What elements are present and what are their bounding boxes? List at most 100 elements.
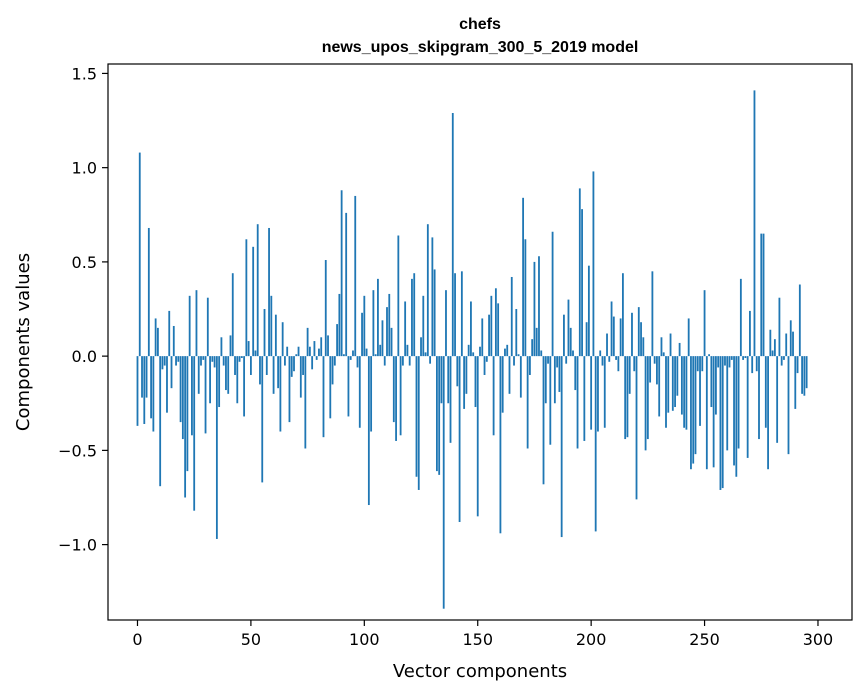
bar-198 (585, 322, 588, 357)
bar-20 (181, 356, 184, 440)
bar-71 (297, 346, 300, 357)
y-tick-label: −1.0 (58, 536, 97, 555)
bar-63 (279, 356, 282, 432)
bar-195 (578, 188, 581, 357)
bar-226 (649, 356, 652, 383)
bar-259 (724, 356, 726, 366)
bar-202 (594, 356, 597, 532)
bar-36 (218, 356, 221, 408)
bar-147 (470, 301, 472, 357)
bar-209 (610, 301, 613, 357)
bar-30 (204, 356, 207, 434)
bar-139 (451, 113, 454, 357)
bar-189 (565, 356, 568, 364)
bar-118 (404, 301, 407, 357)
bar-105 (374, 354, 377, 357)
bar-272 (753, 90, 756, 357)
bar-238 (676, 356, 679, 396)
bar-164 (508, 356, 511, 394)
bar-13 (166, 356, 168, 413)
bar-225 (646, 356, 649, 440)
bar-285 (783, 356, 785, 360)
bar-178 (540, 350, 543, 357)
bar-181 (547, 356, 549, 364)
bar-38 (222, 356, 225, 366)
bar-161 (501, 356, 504, 413)
bar-289 (792, 331, 794, 357)
bar-260 (726, 356, 729, 451)
bar-52 (254, 350, 257, 357)
bar-48 (245, 239, 248, 357)
bar-184 (553, 356, 556, 404)
plot-frame (107, 63, 853, 621)
x-tick-label: 50 (241, 630, 261, 649)
bar-295 (805, 356, 808, 389)
y-axis-ticks: −1.0 −0.5 0.0 0.5 1.0 1.5 (58, 64, 108, 555)
bar-51 (252, 246, 255, 357)
bar-293 (801, 356, 804, 394)
y-tick-label: 1.0 (72, 159, 97, 178)
bar-14 (168, 310, 171, 357)
bar-276 (762, 233, 765, 357)
x-tick-label: 250 (689, 630, 720, 649)
bar-201 (592, 171, 595, 357)
bar-46 (240, 356, 243, 359)
bar-58 (268, 227, 270, 357)
bar-266 (739, 278, 742, 357)
bar-221 (637, 307, 640, 357)
bar-283 (778, 297, 781, 357)
bar-122 (413, 273, 416, 357)
x-tick-label: 100 (349, 630, 380, 649)
bar-268 (744, 356, 747, 359)
chart-subtitle: news_upos_skipgram_300_5_2019 model (322, 39, 639, 56)
bar-50 (249, 356, 252, 375)
bar-291 (796, 356, 799, 374)
bar-185 (556, 356, 559, 368)
bar-57 (265, 356, 268, 375)
bar-17 (175, 356, 177, 366)
bar-288 (789, 320, 792, 357)
bar-227 (651, 271, 654, 357)
bar-231 (660, 337, 663, 357)
bar-271 (751, 356, 754, 374)
bar-248 (699, 356, 701, 426)
x-axis-label: Vector components (393, 661, 567, 682)
bar-292 (798, 284, 801, 357)
bar-148 (472, 352, 475, 357)
bar-35 (215, 356, 218, 539)
bar-49 (247, 341, 250, 357)
bar-109 (383, 356, 386, 366)
bar-245 (692, 356, 695, 464)
bar-258 (721, 356, 724, 489)
bar-233 (665, 356, 667, 428)
bar-239 (678, 342, 681, 357)
bar-212 (617, 356, 620, 372)
bar-34 (213, 356, 216, 368)
bar-213 (619, 318, 622, 357)
bar-72 (299, 356, 302, 398)
bar-247 (696, 356, 699, 372)
bar-80 (318, 348, 320, 357)
bar-244 (690, 356, 692, 470)
bar-270 (749, 310, 751, 357)
bar-87 (333, 356, 336, 366)
bar-138 (449, 356, 452, 443)
bar-69 (293, 356, 295, 372)
bar-180 (544, 356, 547, 404)
bar-155 (488, 314, 490, 357)
bar-281 (773, 339, 776, 357)
bar-126 (422, 295, 425, 357)
bar-144 (463, 356, 466, 409)
bar-275 (760, 233, 763, 357)
bar-224 (644, 356, 647, 451)
bar-229 (656, 356, 658, 385)
x-tick-label: 0 (132, 630, 142, 649)
bar-158 (494, 288, 497, 357)
bar-101 (365, 348, 368, 357)
bar-3 (143, 356, 146, 424)
bar-108 (381, 320, 384, 357)
bar-160 (499, 356, 502, 534)
bar-172 (526, 356, 529, 449)
bar-82 (322, 356, 325, 438)
